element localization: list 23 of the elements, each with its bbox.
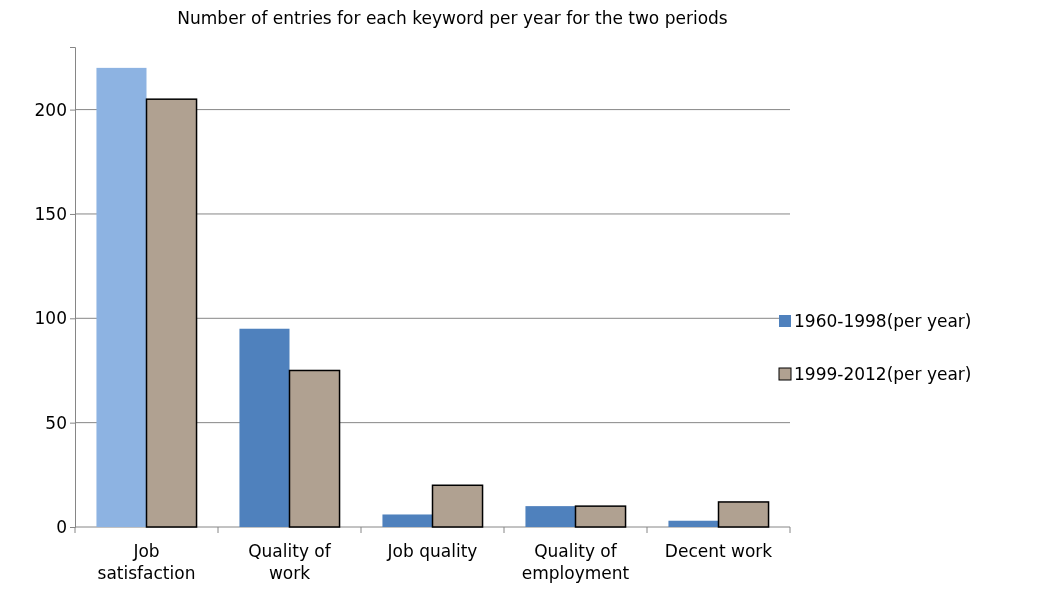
- y-tick-label: 0: [56, 516, 67, 537]
- bar: [525, 506, 576, 527]
- x-tick-label: Quality of work: [248, 541, 332, 583]
- bar: [382, 514, 433, 527]
- bar: [717, 501, 770, 528]
- y-tick-label: 200: [34, 99, 67, 120]
- bar: [574, 505, 627, 528]
- y-tick-label: 100: [34, 308, 67, 329]
- bar: [96, 67, 147, 527]
- x-tick-label: Job satisfaction: [97, 541, 196, 583]
- x-tick-label: Decent work: [664, 541, 773, 561]
- bar: [288, 369, 341, 528]
- legend-label: 1999-2012(per year): [794, 364, 972, 384]
- y-tick-label: 150: [34, 203, 67, 224]
- y-tick-label: 50: [45, 412, 67, 433]
- bar: [668, 520, 719, 527]
- bar: [431, 484, 484, 528]
- chart-title: Number of entries for each keyword per year for the two periods: [177, 8, 728, 28]
- legend-label: 1960-1998(per year): [794, 311, 972, 331]
- bar: [145, 98, 198, 528]
- x-tick-label: Job quality: [386, 541, 478, 561]
- x-tick-label: Quality of employment: [521, 541, 630, 583]
- bar: [239, 328, 290, 527]
